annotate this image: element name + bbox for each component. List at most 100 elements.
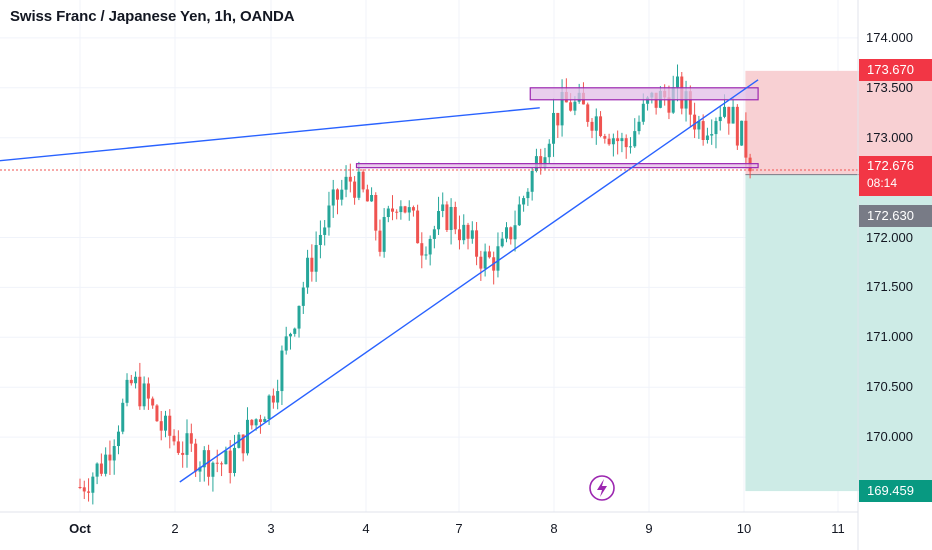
overlays	[0, 79, 858, 483]
candle-body	[318, 234, 322, 246]
candle-body	[611, 138, 615, 145]
candle-body	[323, 227, 327, 235]
candle-body	[479, 256, 483, 269]
candle-body	[357, 171, 361, 198]
candle-body	[697, 121, 701, 130]
candle-body	[202, 450, 206, 468]
candle-body	[624, 138, 628, 148]
chart-title: Swiss Franc / Japanese Yen, 1h, OANDA	[10, 8, 295, 25]
candle-body	[641, 103, 645, 122]
candle-body	[370, 195, 374, 202]
candle-body	[142, 383, 146, 407]
candle-body	[573, 101, 577, 111]
candle-body	[306, 257, 310, 288]
candle-body	[391, 208, 395, 212]
resistance-zone[interactable]	[529, 87, 759, 101]
candle-body	[327, 205, 331, 228]
candle-body	[723, 106, 727, 117]
candle-body	[348, 176, 352, 182]
candle-body	[185, 433, 189, 455]
candle-body	[340, 189, 344, 200]
candle-body	[462, 224, 466, 241]
candle-body	[470, 230, 474, 239]
candle-body	[194, 443, 198, 472]
time-tick-label: 11	[831, 521, 845, 536]
candle-body	[500, 238, 504, 247]
candle-body	[151, 398, 155, 406]
candle-body	[129, 379, 133, 384]
candle-body	[505, 227, 508, 239]
candle-body	[344, 176, 348, 190]
candle-body	[395, 211, 399, 213]
candle-body	[168, 415, 172, 436]
candle-body	[82, 487, 86, 492]
candle-body	[445, 204, 449, 231]
candle-body	[121, 402, 125, 432]
candle-body	[95, 463, 99, 477]
take-profit-zone[interactable]	[745, 174, 932, 492]
flash-icon[interactable]	[589, 475, 615, 501]
price-tick-label: 171.500	[866, 279, 913, 295]
candle-body	[513, 225, 517, 240]
candle-body	[416, 210, 420, 244]
candle-body	[254, 419, 258, 426]
candle-body	[457, 229, 461, 241]
candle-body	[245, 419, 249, 454]
trendline-2[interactable]	[179, 79, 759, 483]
candle-body	[271, 395, 275, 403]
candle-body	[607, 138, 611, 145]
time-tick-label: 8	[550, 521, 558, 536]
candle-body	[284, 336, 288, 351]
candle-body	[403, 206, 407, 213]
candle-body	[293, 328, 297, 334]
trendline-1[interactable]	[0, 107, 540, 170]
time-tick-label: 4	[362, 521, 370, 536]
candle-body	[297, 305, 301, 329]
candle-body	[487, 251, 491, 258]
position-zones	[745, 70, 932, 492]
candle-body	[138, 376, 142, 407]
candle-body	[603, 136, 607, 139]
current-price-label: 172.676 08:14	[859, 156, 932, 196]
candle-body	[241, 434, 245, 454]
candle-body	[224, 450, 228, 465]
support-zone[interactable]	[355, 163, 759, 169]
candle-body	[718, 116, 722, 122]
candle-body	[539, 156, 543, 168]
candle-body	[365, 189, 369, 202]
candle-body	[616, 138, 620, 142]
candle-body	[475, 230, 479, 257]
candle-body	[172, 435, 176, 442]
candle-body	[104, 454, 108, 474]
candle-body	[263, 418, 267, 422]
candle-body	[407, 207, 411, 213]
time-tick-label: 3	[267, 521, 275, 536]
candle-body	[374, 195, 378, 231]
price-tick-label: 170.500	[866, 379, 913, 395]
candle-body	[176, 441, 180, 453]
candle-body	[198, 467, 202, 472]
candle-body	[310, 257, 314, 272]
candle-body	[556, 112, 560, 126]
candle-body	[727, 106, 731, 124]
price-tick-label: 173.000	[866, 129, 913, 145]
candle-body	[453, 206, 457, 230]
candle-body	[667, 97, 671, 113]
candle-body	[134, 376, 138, 384]
candle-body	[744, 120, 748, 158]
candle-body	[99, 463, 103, 474]
candle-body	[693, 114, 697, 130]
candle-body	[288, 333, 292, 337]
candle-body	[411, 207, 415, 211]
candle-body	[441, 204, 445, 212]
candle-body	[735, 106, 739, 146]
candle-body	[267, 395, 271, 419]
candle-body	[220, 463, 224, 465]
candle-body	[620, 138, 624, 142]
candle-body	[361, 171, 365, 190]
candle-body	[78, 487, 82, 488]
time-tick-label: 7	[455, 521, 463, 536]
candle-body	[314, 245, 318, 272]
candle-body	[207, 450, 211, 477]
